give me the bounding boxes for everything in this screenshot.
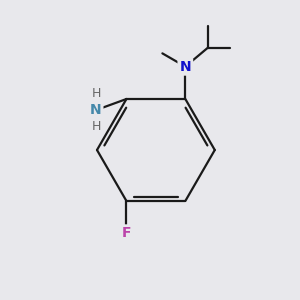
- Text: F: F: [122, 226, 131, 240]
- Text: H: H: [91, 87, 101, 101]
- Text: H: H: [91, 120, 101, 133]
- Text: N: N: [90, 103, 102, 117]
- Text: N: N: [179, 60, 191, 74]
